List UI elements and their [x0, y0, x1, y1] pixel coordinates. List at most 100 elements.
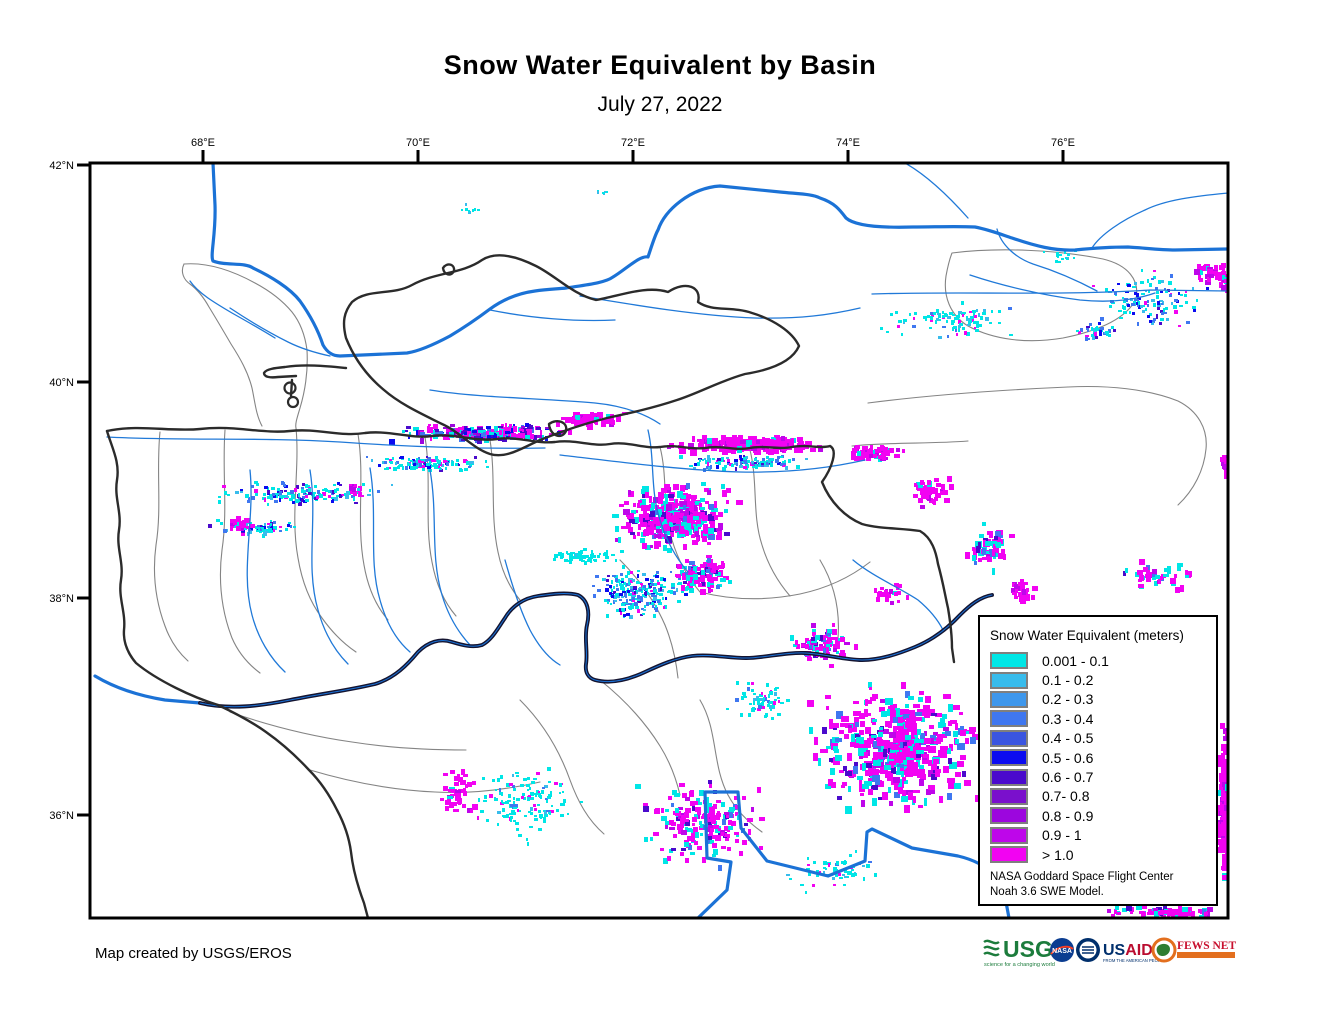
- swe-pixel: [1059, 254, 1062, 256]
- swe-pixel: [625, 575, 628, 578]
- swe-pixel: [1058, 261, 1061, 263]
- swe-pixel: [716, 535, 722, 540]
- swe-pixel: [1161, 912, 1166, 917]
- swe-pixel: [902, 790, 906, 796]
- swe-pixel: [707, 809, 710, 813]
- swe-pixel: [823, 861, 827, 865]
- swe-pixel: [529, 826, 533, 828]
- swe-pixel: [1151, 299, 1155, 302]
- swe-pixel: [707, 803, 712, 807]
- swe-pixel: [1152, 576, 1156, 580]
- swe-pixel: [597, 589, 601, 592]
- swe-pixel: [566, 560, 570, 562]
- swe-pixel: [782, 464, 786, 467]
- swe-pixel: [553, 558, 556, 561]
- swe-pixel: [311, 494, 315, 496]
- swe-pixel: [710, 563, 715, 568]
- swe-pixel: [689, 506, 694, 510]
- swe-pixel: [220, 522, 223, 525]
- swe-pixel: [764, 697, 767, 701]
- swe-pixel: [689, 584, 693, 590]
- swe-pixel: [1153, 318, 1156, 321]
- swe-pixel: [1011, 588, 1015, 593]
- swe-pixel: [528, 424, 531, 426]
- swe-pixel: [361, 495, 364, 497]
- swe-pixel: [999, 539, 1003, 544]
- latitude-label: 38°N: [49, 593, 74, 605]
- swe-pixel: [825, 695, 831, 699]
- swe-pixel: [1185, 570, 1188, 573]
- swe-pixel: [1178, 906, 1182, 911]
- swe-pixel: [1174, 299, 1178, 302]
- swe-pixel: [1114, 909, 1117, 914]
- swe-pixel: [507, 784, 510, 787]
- swe-pixel: [545, 427, 551, 429]
- swe-pixel: [434, 429, 439, 434]
- swe-pixel: [592, 585, 595, 587]
- river-major: [696, 790, 1011, 917]
- swe-pixel: [726, 437, 732, 444]
- swe-pixel: [333, 484, 336, 486]
- swe-pixel: [835, 641, 840, 646]
- swe-pixel: [486, 426, 491, 429]
- swe-pixel: [903, 321, 905, 324]
- swe-pixel: [1163, 308, 1165, 312]
- swe-pixel: [717, 530, 722, 536]
- swe-pixel: [671, 504, 675, 510]
- swe-pixel: [614, 600, 617, 602]
- swe-pixel: [1222, 455, 1226, 461]
- swe-pixel: [651, 583, 654, 586]
- swe-pixel: [669, 496, 674, 501]
- swe-pixel: [1177, 563, 1183, 567]
- swe-pixel: [649, 593, 652, 595]
- swe-pixel: [330, 490, 333, 493]
- basin-boundary-gray: [519, 699, 605, 835]
- swe-pixel: [645, 578, 649, 581]
- swe-pixel: [425, 459, 428, 462]
- swe-pixel: [664, 524, 669, 530]
- swe-pixel: [609, 585, 612, 588]
- swe-pixel: [1095, 336, 1098, 339]
- swe-pixel: [816, 650, 819, 654]
- swe-pixel: [619, 608, 622, 612]
- swe-pixel: [1207, 907, 1213, 912]
- swe-pixel: [264, 523, 266, 526]
- swe-pixel: [861, 800, 865, 807]
- swe-pixel: [358, 486, 362, 489]
- swe-pixel: [754, 438, 757, 444]
- swe-pixel: [947, 335, 949, 338]
- swe-pixel: [279, 491, 282, 495]
- swe-pixel: [877, 447, 881, 452]
- swe-pixel: [1193, 309, 1196, 312]
- swe-pixel: [972, 547, 978, 551]
- swe-pixel: [530, 807, 533, 811]
- swe-pixel: [690, 581, 696, 586]
- swe-pixel: [472, 804, 478, 810]
- swe-pixel: [263, 493, 266, 496]
- swe-pixel: [893, 726, 897, 732]
- enclave-boundary: [286, 395, 300, 409]
- swe-pixel: [418, 460, 421, 463]
- swe-pixel: [218, 500, 221, 504]
- swe-pixel: [869, 454, 873, 458]
- swe-pixel: [509, 783, 513, 786]
- swe-pixel: [991, 541, 997, 544]
- swe-pixel: [967, 324, 971, 326]
- swe-pixel: [619, 593, 623, 596]
- swe-pixel: [635, 606, 639, 609]
- swe-pixel: [449, 805, 454, 808]
- swe-pixel: [776, 437, 780, 442]
- swe-pixel: [445, 806, 449, 811]
- swe-pixel: [1138, 305, 1141, 309]
- swe-pixel: [942, 326, 946, 328]
- swe-pixel: [1222, 875, 1227, 880]
- swe-pixel: [748, 713, 751, 717]
- basin-boundary-gray: [424, 436, 457, 617]
- legend-swatch: [990, 807, 1028, 825]
- swe-pixel: [344, 493, 346, 496]
- swe-pixel: [413, 427, 419, 431]
- swe-pixel: [918, 805, 923, 808]
- swe-pixel: [465, 208, 468, 211]
- swe-pixel: [617, 596, 620, 598]
- swe-pixel: [761, 706, 765, 709]
